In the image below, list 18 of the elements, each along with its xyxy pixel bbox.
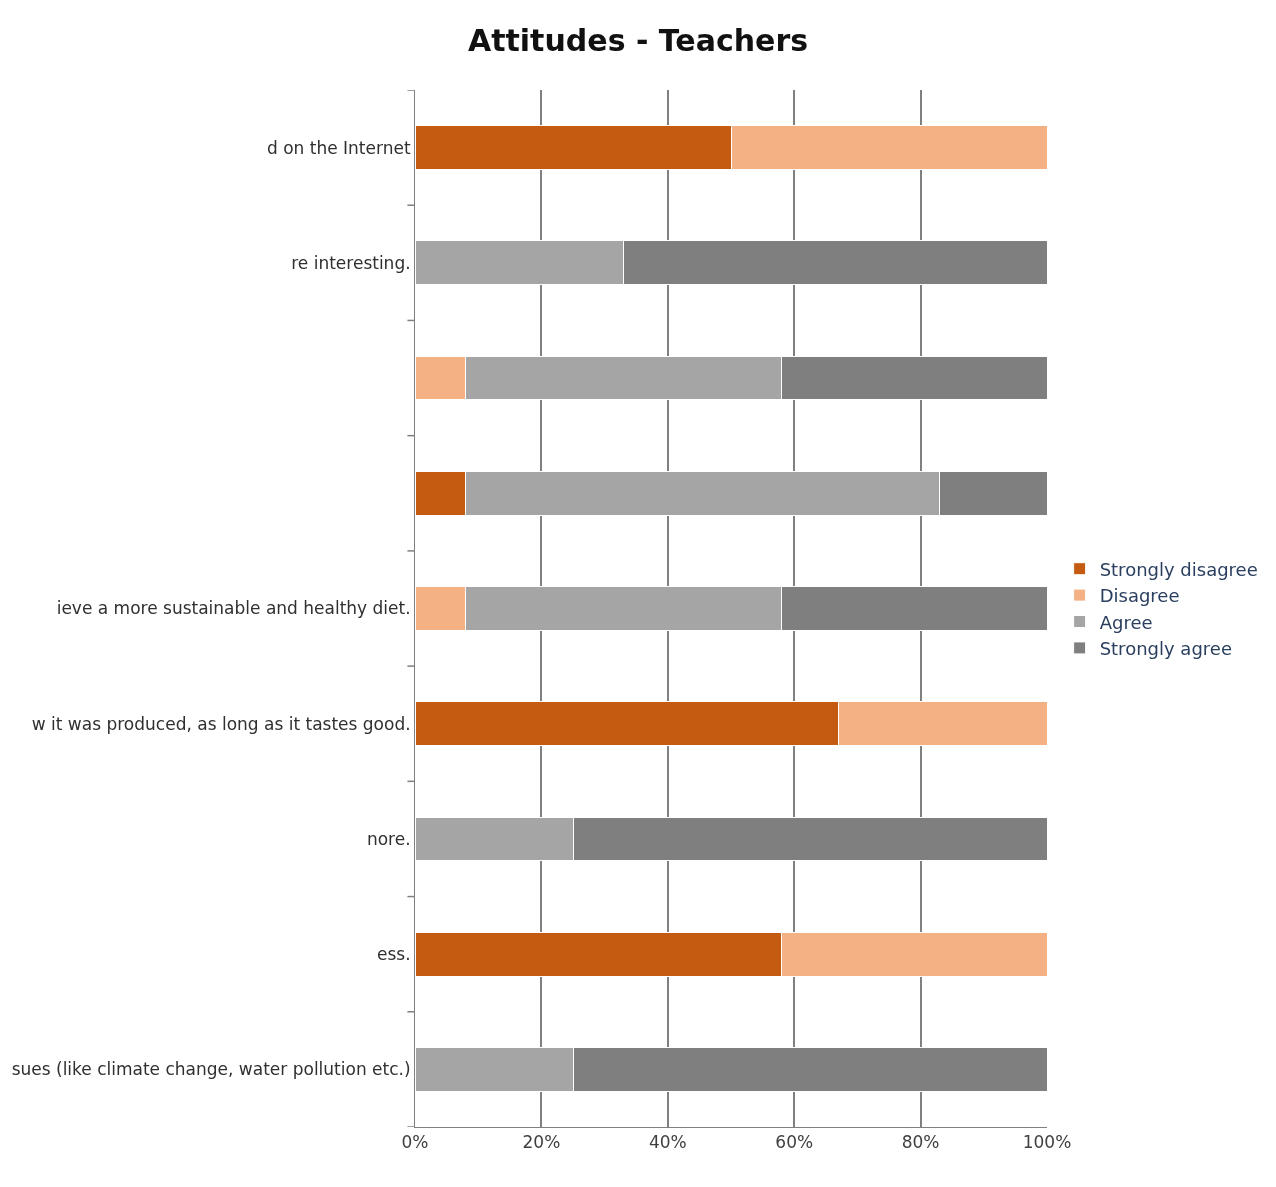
y-tick-label: sues (like climate change, water pollution etc.) <box>11 1059 411 1080</box>
y-tick-label: nore. <box>366 828 411 849</box>
y-tick-label: ess. <box>377 944 411 965</box>
x-tick-label: 100% <box>1022 1132 1072 1153</box>
x-tick-label: 40% <box>648 1132 687 1153</box>
x-tick-label: 80% <box>901 1132 940 1153</box>
y-tick-label: w it was produced, as long as it tastes good. <box>31 713 411 734</box>
legend-label: Disagree <box>1099 585 1180 607</box>
legend-label: Strongly disagree <box>1099 558 1258 580</box>
chart-title: Attitudes - Teachers <box>467 22 809 58</box>
legend-label: Strongly agree <box>1099 637 1232 659</box>
x-tick-label: 60% <box>775 1132 814 1153</box>
y-tick-label: d on the Internet <box>267 137 411 158</box>
x-tick-label: 20% <box>522 1132 561 1153</box>
y-tick-label: ieve a more sustainable and healthy diet. <box>56 598 411 619</box>
x-tick-label: 0% <box>401 1132 429 1153</box>
legend-label: Agree <box>1099 611 1153 633</box>
y-tick-label: re interesting. <box>291 252 411 273</box>
